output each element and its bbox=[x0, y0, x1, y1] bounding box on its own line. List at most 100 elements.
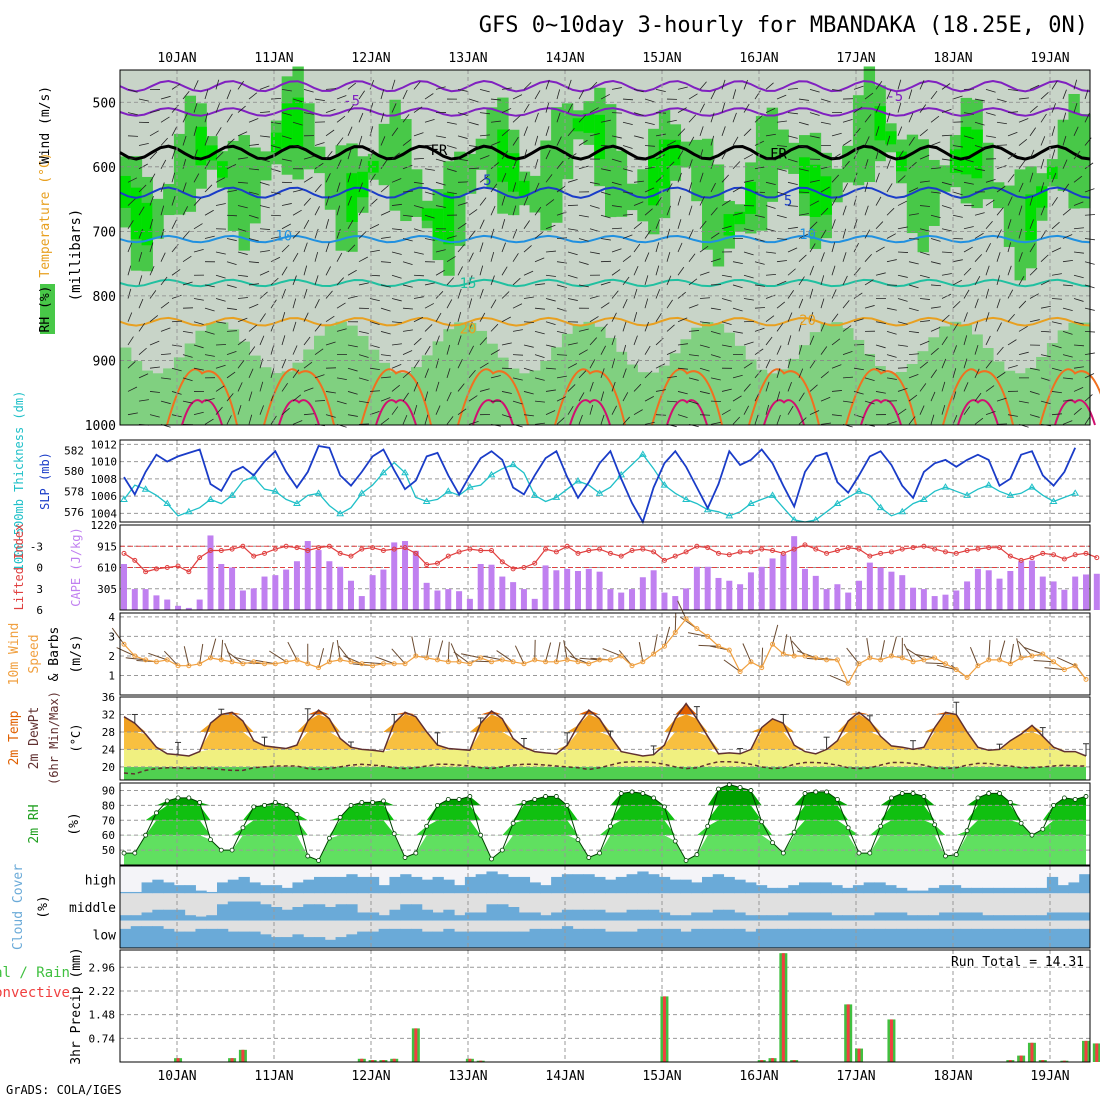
rh-moist-cell bbox=[939, 165, 950, 191]
cloud-cell bbox=[874, 929, 885, 948]
cape-bar bbox=[445, 589, 451, 610]
cloud-cell bbox=[486, 871, 497, 893]
cape-bar bbox=[986, 570, 992, 610]
cape-bar bbox=[694, 567, 700, 610]
cloud-cell bbox=[239, 902, 250, 921]
cloud-cell bbox=[185, 915, 196, 920]
rh-lower-cell bbox=[239, 342, 250, 425]
rh-lower-cell bbox=[950, 322, 961, 425]
rh-marker bbox=[1052, 803, 1056, 807]
cape-bar bbox=[715, 578, 721, 610]
cape-bar bbox=[824, 589, 830, 610]
bottom-date-label: 13JAN bbox=[448, 1069, 487, 1084]
bottom-date-label: 11JAN bbox=[254, 1069, 293, 1084]
cloud-cell bbox=[540, 929, 551, 948]
cloud-cell bbox=[357, 912, 368, 920]
cloud-cell bbox=[885, 885, 896, 893]
slp-tick-label: 1006 bbox=[91, 490, 118, 503]
cloud-cell bbox=[389, 877, 400, 893]
cape-bar bbox=[521, 589, 527, 610]
cape-bar bbox=[424, 583, 430, 610]
cloud-cell bbox=[411, 929, 422, 948]
cape-tick-label: 915 bbox=[97, 540, 117, 553]
rh-marker bbox=[706, 824, 710, 828]
rh-lower-cell bbox=[1068, 323, 1079, 425]
cloud-cell bbox=[476, 912, 487, 920]
cloud-cell bbox=[562, 910, 573, 921]
cloud-cell bbox=[1068, 929, 1079, 948]
rh-marker bbox=[295, 812, 299, 816]
cloud-cell bbox=[206, 892, 217, 893]
cloud-cell bbox=[831, 915, 842, 920]
cloud-cell bbox=[918, 929, 929, 948]
wind-tick-label: 2 bbox=[108, 650, 115, 663]
cloud-cell bbox=[1036, 915, 1047, 920]
rh-marker bbox=[652, 796, 656, 800]
rh-lower-cell bbox=[874, 366, 885, 425]
rh-marker bbox=[284, 803, 288, 807]
rh-moist-cell bbox=[152, 199, 163, 239]
rh-moist-cell bbox=[1058, 120, 1069, 191]
cloud-cell bbox=[950, 929, 961, 948]
cloud-cell bbox=[874, 912, 885, 920]
rh-marker bbox=[889, 796, 893, 800]
run-total-label: Run Total = 14.31 bbox=[951, 955, 1084, 970]
contour-label: -5 bbox=[343, 94, 360, 110]
cape-bar bbox=[326, 561, 332, 610]
cloud-cell bbox=[325, 940, 336, 948]
cape-bar bbox=[240, 590, 246, 610]
thickness-tick-label: 580 bbox=[64, 465, 84, 478]
cloud-cell bbox=[993, 888, 1004, 893]
cape-tick-label: 1220 bbox=[91, 519, 118, 532]
cape-bar bbox=[737, 584, 743, 610]
precip-convective-bar bbox=[231, 1058, 234, 1062]
cloud-cell bbox=[314, 937, 325, 948]
cloud-cell bbox=[239, 932, 250, 948]
cloud-cell bbox=[346, 874, 357, 893]
cloud-cell bbox=[433, 912, 444, 920]
cloud-cell bbox=[961, 912, 972, 920]
cape-bar bbox=[337, 567, 343, 610]
rh-marker bbox=[749, 788, 753, 792]
cloud-cell bbox=[1015, 929, 1026, 948]
cloud-cell bbox=[702, 912, 713, 920]
cape-bar bbox=[802, 569, 808, 610]
cloud-cell bbox=[702, 877, 713, 893]
panel-ylabel: 2m DewPt bbox=[27, 707, 42, 770]
rh-marker bbox=[144, 833, 148, 837]
rh-lower-cell bbox=[465, 323, 476, 425]
bottom-date-label: 17JAN bbox=[836, 1069, 875, 1084]
rh-lower-cell bbox=[443, 329, 454, 425]
rh-marker bbox=[846, 826, 850, 830]
cloud-cell bbox=[777, 888, 788, 893]
rh-marker bbox=[208, 838, 212, 842]
rh-moist-cell bbox=[465, 154, 476, 194]
cape-bar bbox=[1072, 577, 1078, 610]
rh-bright-cell bbox=[271, 133, 282, 153]
rh-marker bbox=[263, 803, 267, 807]
cape-bar bbox=[434, 590, 440, 610]
rh-marker bbox=[133, 851, 137, 855]
cape-bar bbox=[283, 570, 289, 610]
cape-bar bbox=[478, 564, 484, 610]
rh-moist-cell bbox=[454, 152, 465, 246]
cloud-cell bbox=[907, 891, 918, 894]
rh-lower-cell bbox=[982, 348, 993, 425]
cloud-cell bbox=[454, 932, 465, 948]
slp-tick-label: 1010 bbox=[91, 456, 118, 469]
panel-ylabel: 2m Temp bbox=[7, 710, 22, 765]
rh-marker bbox=[933, 823, 937, 827]
bottom-date-label: 14JAN bbox=[545, 1069, 584, 1084]
cape-bar bbox=[964, 581, 970, 610]
cloud-cell bbox=[1004, 915, 1015, 920]
rh-lower-cell bbox=[767, 373, 778, 425]
cape-bar bbox=[294, 561, 300, 610]
cloud-cell bbox=[325, 877, 336, 893]
cloud-cell bbox=[896, 912, 907, 920]
bottom-date-label: 19JAN bbox=[1030, 1069, 1069, 1084]
cloud-cell bbox=[1047, 877, 1058, 893]
cloud-cell bbox=[799, 929, 810, 948]
cloud-cell bbox=[454, 885, 465, 893]
cape-bar bbox=[575, 571, 581, 610]
